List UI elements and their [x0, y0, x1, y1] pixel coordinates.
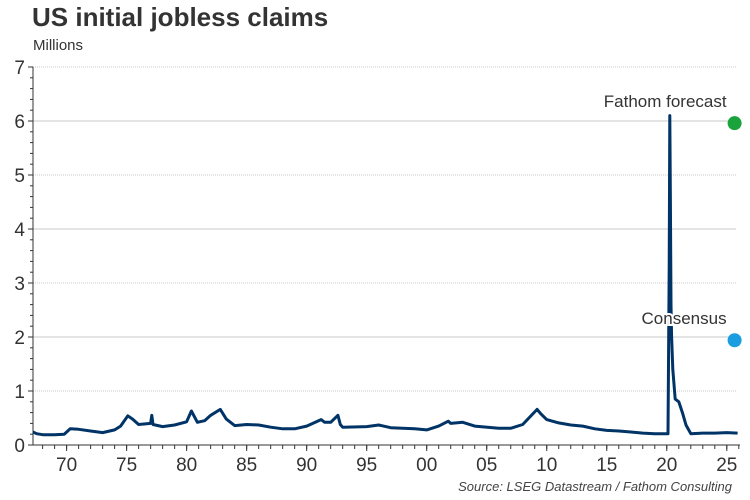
source-note: Source: LSEG Datastream / Fathom Consult… — [458, 479, 732, 494]
x-tick-label: 10 — [536, 455, 557, 476]
x-tick-label: 00 — [416, 455, 437, 476]
marker-point — [727, 116, 742, 131]
y-tick-label: 4 — [14, 220, 25, 241]
y-tick-label: 3 — [14, 274, 25, 295]
claims-line — [32, 114, 738, 437]
y-tick-label: 6 — [14, 112, 25, 133]
chart-title: US initial jobless claims — [32, 2, 329, 32]
x-tick-label: 05 — [476, 455, 497, 476]
y-tick-label: 7 — [14, 58, 25, 79]
marker-point — [727, 333, 742, 348]
y-tick-label: 5 — [14, 166, 25, 187]
x-tick-label: 80 — [176, 455, 197, 476]
x-tick-label: 25 — [716, 455, 737, 476]
x-tick-label: 70 — [56, 455, 77, 476]
x-tick-label: 90 — [296, 455, 317, 476]
x-tick-label: 20 — [656, 455, 677, 476]
x-tick-label: 95 — [356, 455, 377, 476]
x-tick-label: 85 — [236, 455, 257, 476]
x-tick-label: 75 — [116, 455, 137, 476]
y-tick-label: 0 — [14, 436, 25, 457]
y-tick-label: 1 — [14, 382, 25, 403]
x-tick-label: 15 — [596, 455, 617, 476]
y-tick-label: 2 — [14, 328, 25, 349]
marker-label: Fathom forecast — [604, 92, 727, 111]
marker-label: Consensus — [642, 309, 727, 328]
y-axis-label: Millions — [33, 37, 84, 54]
